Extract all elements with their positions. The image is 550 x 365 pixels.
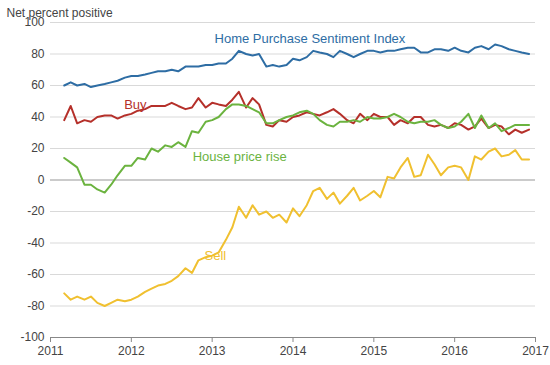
svg-text:2017: 2017 [522, 344, 549, 358]
svg-text:Sell: Sell [205, 248, 227, 263]
svg-text:2011: 2011 [38, 344, 64, 358]
svg-text:2016: 2016 [441, 344, 468, 358]
svg-text:40: 40 [31, 110, 45, 124]
svg-text:2013: 2013 [199, 344, 226, 358]
svg-text:-20: -20 [27, 204, 45, 218]
svg-text:Home Purchase Sentiment Index: Home Purchase Sentiment Index [215, 31, 406, 46]
svg-text:80: 80 [31, 47, 45, 61]
svg-text:2015: 2015 [360, 344, 387, 358]
svg-text:60: 60 [31, 78, 45, 92]
svg-text:100: 100 [24, 15, 44, 29]
svg-text:-100: -100 [20, 330, 44, 344]
svg-text:2014: 2014 [280, 344, 307, 358]
svg-text:Net percent positive: Net percent positive [7, 6, 113, 20]
svg-text:0: 0 [38, 173, 45, 187]
svg-text:20: 20 [31, 141, 45, 155]
svg-text:House price rise: House price rise [193, 149, 287, 164]
svg-text:-80: -80 [27, 299, 45, 313]
svg-text:2012: 2012 [118, 344, 145, 358]
svg-text:-40: -40 [27, 236, 45, 250]
svg-text:-60: -60 [27, 267, 45, 281]
svg-text:Buy: Buy [124, 97, 147, 112]
